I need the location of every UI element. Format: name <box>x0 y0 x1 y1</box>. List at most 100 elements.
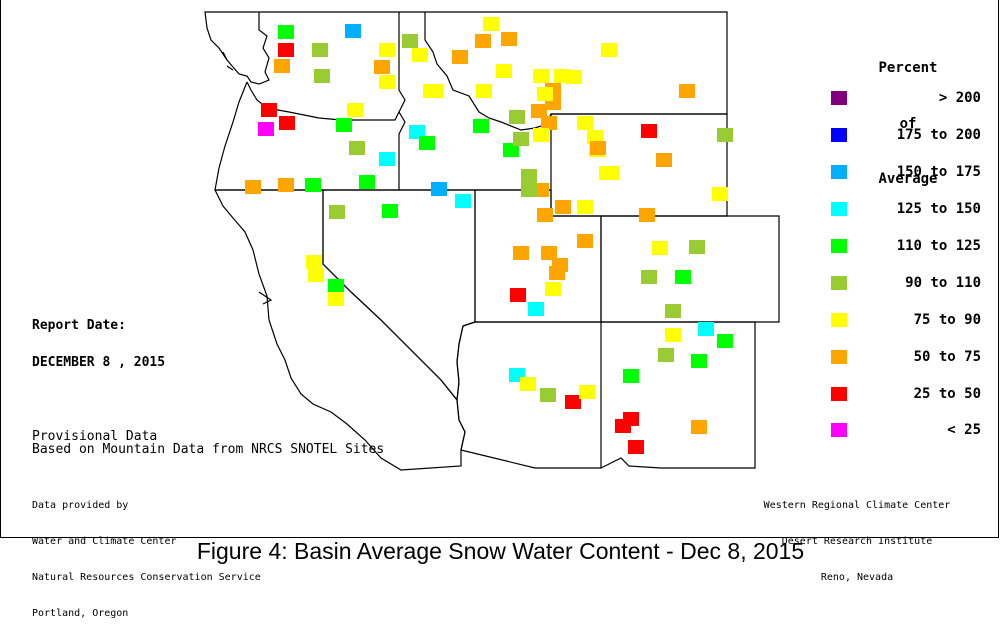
state-boundaries <box>204 11 780 471</box>
new-mexico-boundary <box>600 321 756 469</box>
site-marker <box>328 279 344 293</box>
legend-swatch <box>831 239 847 253</box>
site-marker <box>615 419 631 433</box>
site-marker <box>521 169 537 183</box>
legend-label: > 200 <box>938 90 981 106</box>
site-marker <box>555 200 571 214</box>
legend-label: 25 to 50 <box>913 386 981 402</box>
map-figure-frame: Percent of Average > 200 175 to 200 150 … <box>0 0 999 619</box>
site-marker <box>587 130 603 144</box>
site-marker <box>374 60 390 74</box>
site-marker <box>258 122 274 136</box>
site-marker <box>279 116 295 130</box>
site-marker <box>675 270 691 284</box>
site-marker <box>601 43 617 57</box>
site-marker <box>520 377 536 391</box>
source-line: Portland, Oregon <box>32 608 129 619</box>
legend-title-line: Percent <box>878 60 938 76</box>
colorado-boundary <box>600 215 780 323</box>
credit-line: Desert Research Institute <box>781 536 933 547</box>
site-marker <box>566 70 582 84</box>
nevada-boundary <box>322 189 476 402</box>
site-marker <box>329 205 345 219</box>
site-marker <box>308 268 324 282</box>
site-marker <box>509 110 525 124</box>
report-date-value: DECEMBER 8 , 2015 <box>32 355 166 370</box>
site-marker <box>623 369 639 383</box>
legend-swatch <box>831 276 847 290</box>
report-date-label: Report Date: <box>32 318 126 333</box>
site-marker <box>656 153 672 167</box>
site-marker <box>565 395 581 409</box>
legend-item: 110 to 125 <box>831 238 991 255</box>
site-marker <box>590 141 606 155</box>
site-marker <box>305 178 321 192</box>
montana-boundary <box>425 11 728 125</box>
site-marker <box>483 17 499 31</box>
site-marker <box>431 182 447 196</box>
site-marker <box>691 420 707 434</box>
site-marker <box>541 246 557 260</box>
site-marker <box>537 208 553 222</box>
site-marker <box>245 180 261 194</box>
legend-label: 110 to 125 <box>896 238 981 254</box>
site-marker <box>473 119 489 133</box>
site-marker <box>475 34 491 48</box>
site-marker <box>306 255 322 269</box>
site-marker <box>503 143 519 157</box>
legend-swatch <box>831 387 847 401</box>
site-marker <box>379 43 395 57</box>
legend-swatch <box>831 313 847 327</box>
legend-item: < 25 <box>831 422 991 439</box>
site-marker <box>427 84 443 98</box>
site-marker <box>689 240 705 254</box>
site-marker <box>496 64 512 78</box>
legend-item: 90 to 110 <box>831 275 991 292</box>
legend-swatch <box>831 423 847 437</box>
site-marker <box>639 208 655 222</box>
site-marker <box>577 234 593 248</box>
site-marker <box>278 25 294 39</box>
site-marker <box>533 128 549 142</box>
source-line: Water and Climate Center <box>32 536 177 547</box>
legend-label: 175 to 200 <box>896 127 981 143</box>
source-line: Natural Resources Conservation Service <box>32 572 261 583</box>
legend-item: 75 to 90 <box>831 312 991 329</box>
site-marker <box>278 178 294 192</box>
legend-swatch <box>831 128 847 142</box>
site-marker <box>513 246 529 260</box>
site-marker <box>579 385 595 399</box>
credit-line: Reno, Nevada <box>820 572 894 583</box>
legend-item: 50 to 75 <box>831 349 991 366</box>
site-marker <box>359 175 375 189</box>
coast-detail <box>222 51 273 305</box>
site-marker <box>261 103 277 117</box>
site-marker <box>274 59 290 73</box>
site-marker <box>455 194 471 208</box>
site-marker <box>545 282 561 296</box>
legend-label: < 25 <box>947 422 981 438</box>
site-marker <box>628 440 644 454</box>
legend-label: 50 to 75 <box>913 349 981 365</box>
site-marker <box>541 116 557 130</box>
site-marker <box>540 388 556 402</box>
site-marker <box>328 292 344 306</box>
site-marker <box>314 69 330 83</box>
legend-item: > 200 <box>831 90 991 107</box>
legend-item: 150 to 175 <box>831 164 991 181</box>
site-marker <box>641 124 657 138</box>
site-marker <box>528 302 544 316</box>
legend-item: 125 to 150 <box>831 201 991 218</box>
site-marker <box>409 125 425 139</box>
site-marker <box>336 118 352 132</box>
legend-item: 25 to 50 <box>831 386 991 403</box>
site-marker <box>577 116 593 130</box>
site-marker <box>521 183 537 197</box>
legend-title-line: of <box>899 115 917 132</box>
oregon-boundary <box>214 81 406 191</box>
site-marker <box>717 128 733 142</box>
site-marker <box>549 266 565 280</box>
legend-swatch <box>831 91 847 105</box>
legend-label: 75 to 90 <box>913 312 981 328</box>
site-marker <box>501 32 517 46</box>
